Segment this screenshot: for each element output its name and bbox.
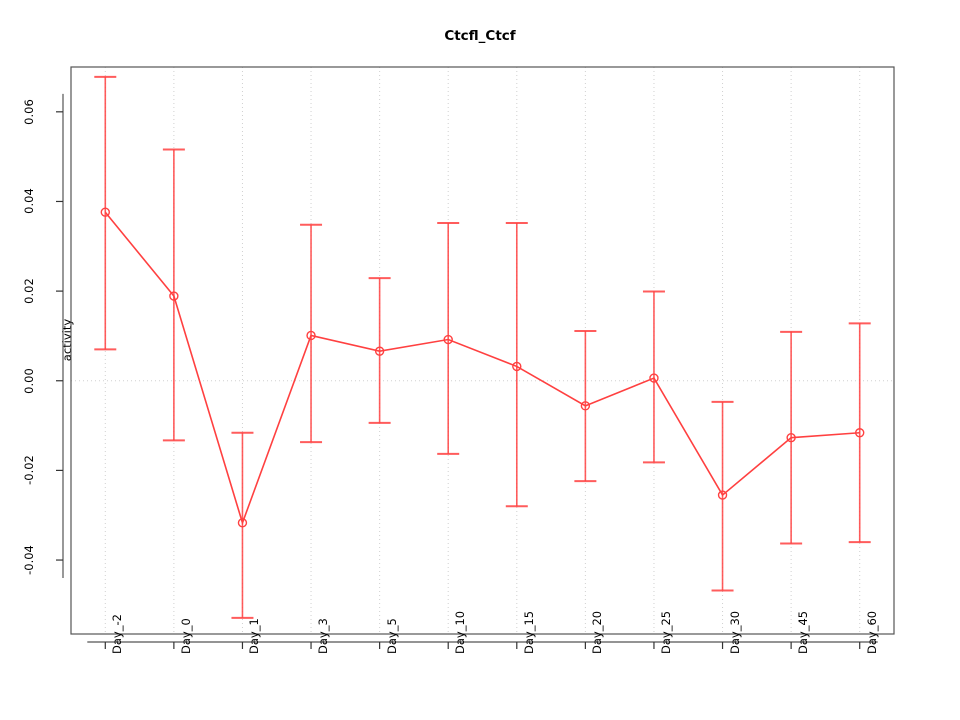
- data-point-marker[interactable]: [717, 490, 728, 500]
- data-point-marker[interactable]: [649, 373, 659, 383]
- y-axis-tick-label: -0.04: [22, 545, 36, 575]
- data-point-marker[interactable]: [855, 428, 865, 438]
- x-axis-tick-label: Day_1: [247, 618, 262, 654]
- x-axis-tick-label: Day_25: [658, 610, 673, 654]
- gridlines: [71, 67, 894, 634]
- plot-frame: [70, 66, 895, 635]
- x-axis-tick-label: Day_0: [178, 618, 193, 654]
- x-axis-tick-label: Day_-2: [110, 614, 125, 654]
- series-line: [104, 211, 860, 526]
- y-axis-tick-label: -0.02: [22, 455, 36, 486]
- data-point-marker[interactable]: [169, 291, 179, 301]
- x-axis-tick-label: Day_15: [521, 610, 536, 654]
- data-point-marker[interactable]: [100, 207, 110, 217]
- y-axis-tick-label: 0.00: [22, 367, 36, 394]
- data-point-marker[interactable]: [443, 334, 453, 345]
- y-axis: [56, 93, 64, 579]
- data-point-marker[interactable]: [580, 401, 591, 411]
- y-axis-tick-label: 0.06: [22, 99, 36, 125]
- data-point-marker[interactable]: [786, 432, 796, 443]
- error-bars: [94, 75, 871, 619]
- data-point-marker[interactable]: [306, 330, 316, 341]
- x-axis-tick-label: Day_3: [316, 618, 331, 654]
- x-axis-tick-label: Day_20: [590, 610, 605, 654]
- y-axis-tick-label: 0.04: [22, 188, 36, 215]
- x-axis-tick-label: Day_60: [864, 610, 879, 654]
- x-axis-tick-label: Day_30: [727, 610, 742, 654]
- x-axis-tick-label: Day_5: [384, 618, 399, 654]
- data-points: [100, 207, 865, 528]
- x-axis-tick-label: Day_45: [796, 610, 811, 654]
- data-point-marker[interactable]: [512, 361, 522, 372]
- chart-title: Ctcfl_Ctcf: [444, 28, 516, 44]
- x-axis-tick-label: Day_10: [453, 610, 468, 654]
- x-axis: [87, 641, 878, 649]
- y-axis-tick-label: 0.02: [22, 278, 36, 304]
- data-point-marker[interactable]: [237, 518, 248, 528]
- data-point-marker[interactable]: [374, 346, 385, 356]
